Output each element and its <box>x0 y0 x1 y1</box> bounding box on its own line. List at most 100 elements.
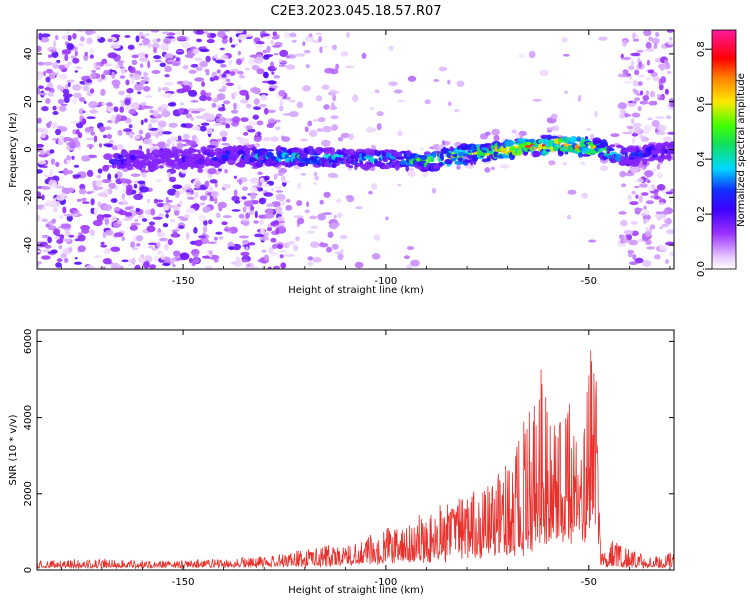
spectrogram-cell <box>340 132 350 138</box>
spectrogram-cell <box>104 218 110 226</box>
spectrogram-cell <box>641 213 646 216</box>
spectrogram-cell <box>570 135 577 142</box>
spectrogram-cell <box>68 246 73 252</box>
spectrogram-cell <box>539 69 549 77</box>
spectrogram-cell <box>149 139 153 147</box>
spectrogram-cell <box>580 161 586 165</box>
spectrogram-cell <box>175 31 185 35</box>
spectrogram-cell <box>145 168 149 171</box>
spectrogram-cell <box>198 235 207 239</box>
spectrogram-cell <box>642 214 652 221</box>
spectrogram-cell <box>191 110 201 114</box>
spectrogram-cell <box>205 113 216 121</box>
spectrogram-cell <box>643 219 650 223</box>
spectrogram-cell <box>233 102 237 110</box>
spectrogram-cell <box>248 58 256 66</box>
spectrogram-cell <box>619 113 626 119</box>
spectrogram-cell <box>631 100 637 104</box>
spectrogram-cell <box>166 138 171 146</box>
spectrogram-cell <box>648 100 657 106</box>
spectrogram-cell <box>625 233 633 241</box>
spectrogram-cell <box>72 174 81 178</box>
spectrogram-cell <box>619 235 625 241</box>
spectrogram-cell <box>86 37 93 45</box>
spectrogram-cell <box>199 60 209 68</box>
spectrogram-cell <box>188 89 198 97</box>
spectrogram-cell <box>229 36 233 44</box>
spectrogram-cell <box>88 101 98 109</box>
spectrogram-cell <box>67 35 72 41</box>
spectrogram-y-label: Frequency (Hz) <box>8 112 19 188</box>
spectrogram-cell <box>627 194 632 201</box>
spectrogram-cell <box>666 217 672 225</box>
spectrogram-cell <box>519 133 523 139</box>
spectrogram-cell <box>240 117 249 122</box>
spectrogram-cell <box>627 249 634 255</box>
spectrogram-cell <box>162 31 170 35</box>
spectrogram-cell <box>651 120 660 128</box>
spectrogram-cell <box>649 224 656 230</box>
spectrogram-cell <box>194 239 203 247</box>
spectrogram-cell <box>176 57 180 62</box>
spectrogram-cell <box>614 154 623 162</box>
spectrogram-cell <box>149 221 155 226</box>
spectrogram-cell <box>330 105 338 111</box>
spectrogram-cell <box>315 32 323 36</box>
spectrogram-cell <box>234 30 244 34</box>
spectrogram-cell <box>223 228 229 232</box>
spectrogram-cell <box>167 200 173 203</box>
spectrogram-cell <box>125 79 130 86</box>
spectrogram-cell <box>388 81 398 87</box>
spectrogram-cell <box>62 93 73 98</box>
spectrogram-cell <box>96 179 103 188</box>
spectrogram-cell <box>284 253 291 257</box>
spectrogram-cell <box>163 81 174 86</box>
spectrogram-cell <box>103 153 113 161</box>
spectrogram-cell <box>233 175 237 179</box>
spectrogram-cell <box>345 65 355 69</box>
spectrogram-cell <box>312 118 319 122</box>
spectrogram-x-tick-label: -100 <box>375 276 398 287</box>
spectrogram-cell <box>136 243 141 247</box>
spectrogram-cell <box>307 120 313 127</box>
spectrogram-cell <box>107 52 118 59</box>
spectrogram-cell <box>144 118 148 123</box>
spectrogram-cell <box>142 261 150 269</box>
spectrogram-cell <box>203 30 209 35</box>
spectrogram-cell <box>252 266 259 269</box>
spectrogram-cell <box>309 215 317 220</box>
spectrogram-cell <box>75 129 80 134</box>
spectrogram-cell <box>236 58 243 65</box>
spectrogram-cell <box>296 101 304 109</box>
spectrogram-cell <box>261 33 270 37</box>
spectrogram-cell <box>263 71 269 79</box>
spectrogram-cell <box>551 113 558 120</box>
spectrogram-cell <box>181 139 191 142</box>
spectrogram-cell <box>103 63 113 67</box>
spectrogram-cell <box>77 132 83 139</box>
spectrogram-cell <box>376 123 382 131</box>
spectrogram-cell <box>343 154 348 158</box>
spectrogram-cell <box>629 201 639 206</box>
spectrogram-cell <box>245 246 249 251</box>
spectrogram-cell <box>208 186 214 193</box>
spectrogram-cell <box>667 41 674 45</box>
spectrogram-cell <box>263 254 270 261</box>
spectrogram-cell <box>214 197 218 204</box>
spectrogram-cell <box>206 96 212 102</box>
spectrogram-cell <box>164 74 170 78</box>
spectrogram-cell <box>279 161 287 164</box>
spectrogram-cell <box>90 30 96 34</box>
spectrogram-cell <box>177 135 182 141</box>
spectrogram-cell <box>192 203 200 210</box>
spectrogram-cell <box>121 193 126 200</box>
spectrogram-cell <box>117 129 123 136</box>
spectrogram-cell <box>453 108 460 113</box>
spectrogram-cell <box>163 243 169 251</box>
spectrogram-cell <box>223 70 231 74</box>
spectrogram-cell <box>250 205 255 211</box>
spectrogram-cell <box>209 141 220 146</box>
spectrogram-cell <box>144 95 153 98</box>
spectrogram-cell <box>266 45 271 53</box>
spectrogram-cell <box>326 246 332 253</box>
